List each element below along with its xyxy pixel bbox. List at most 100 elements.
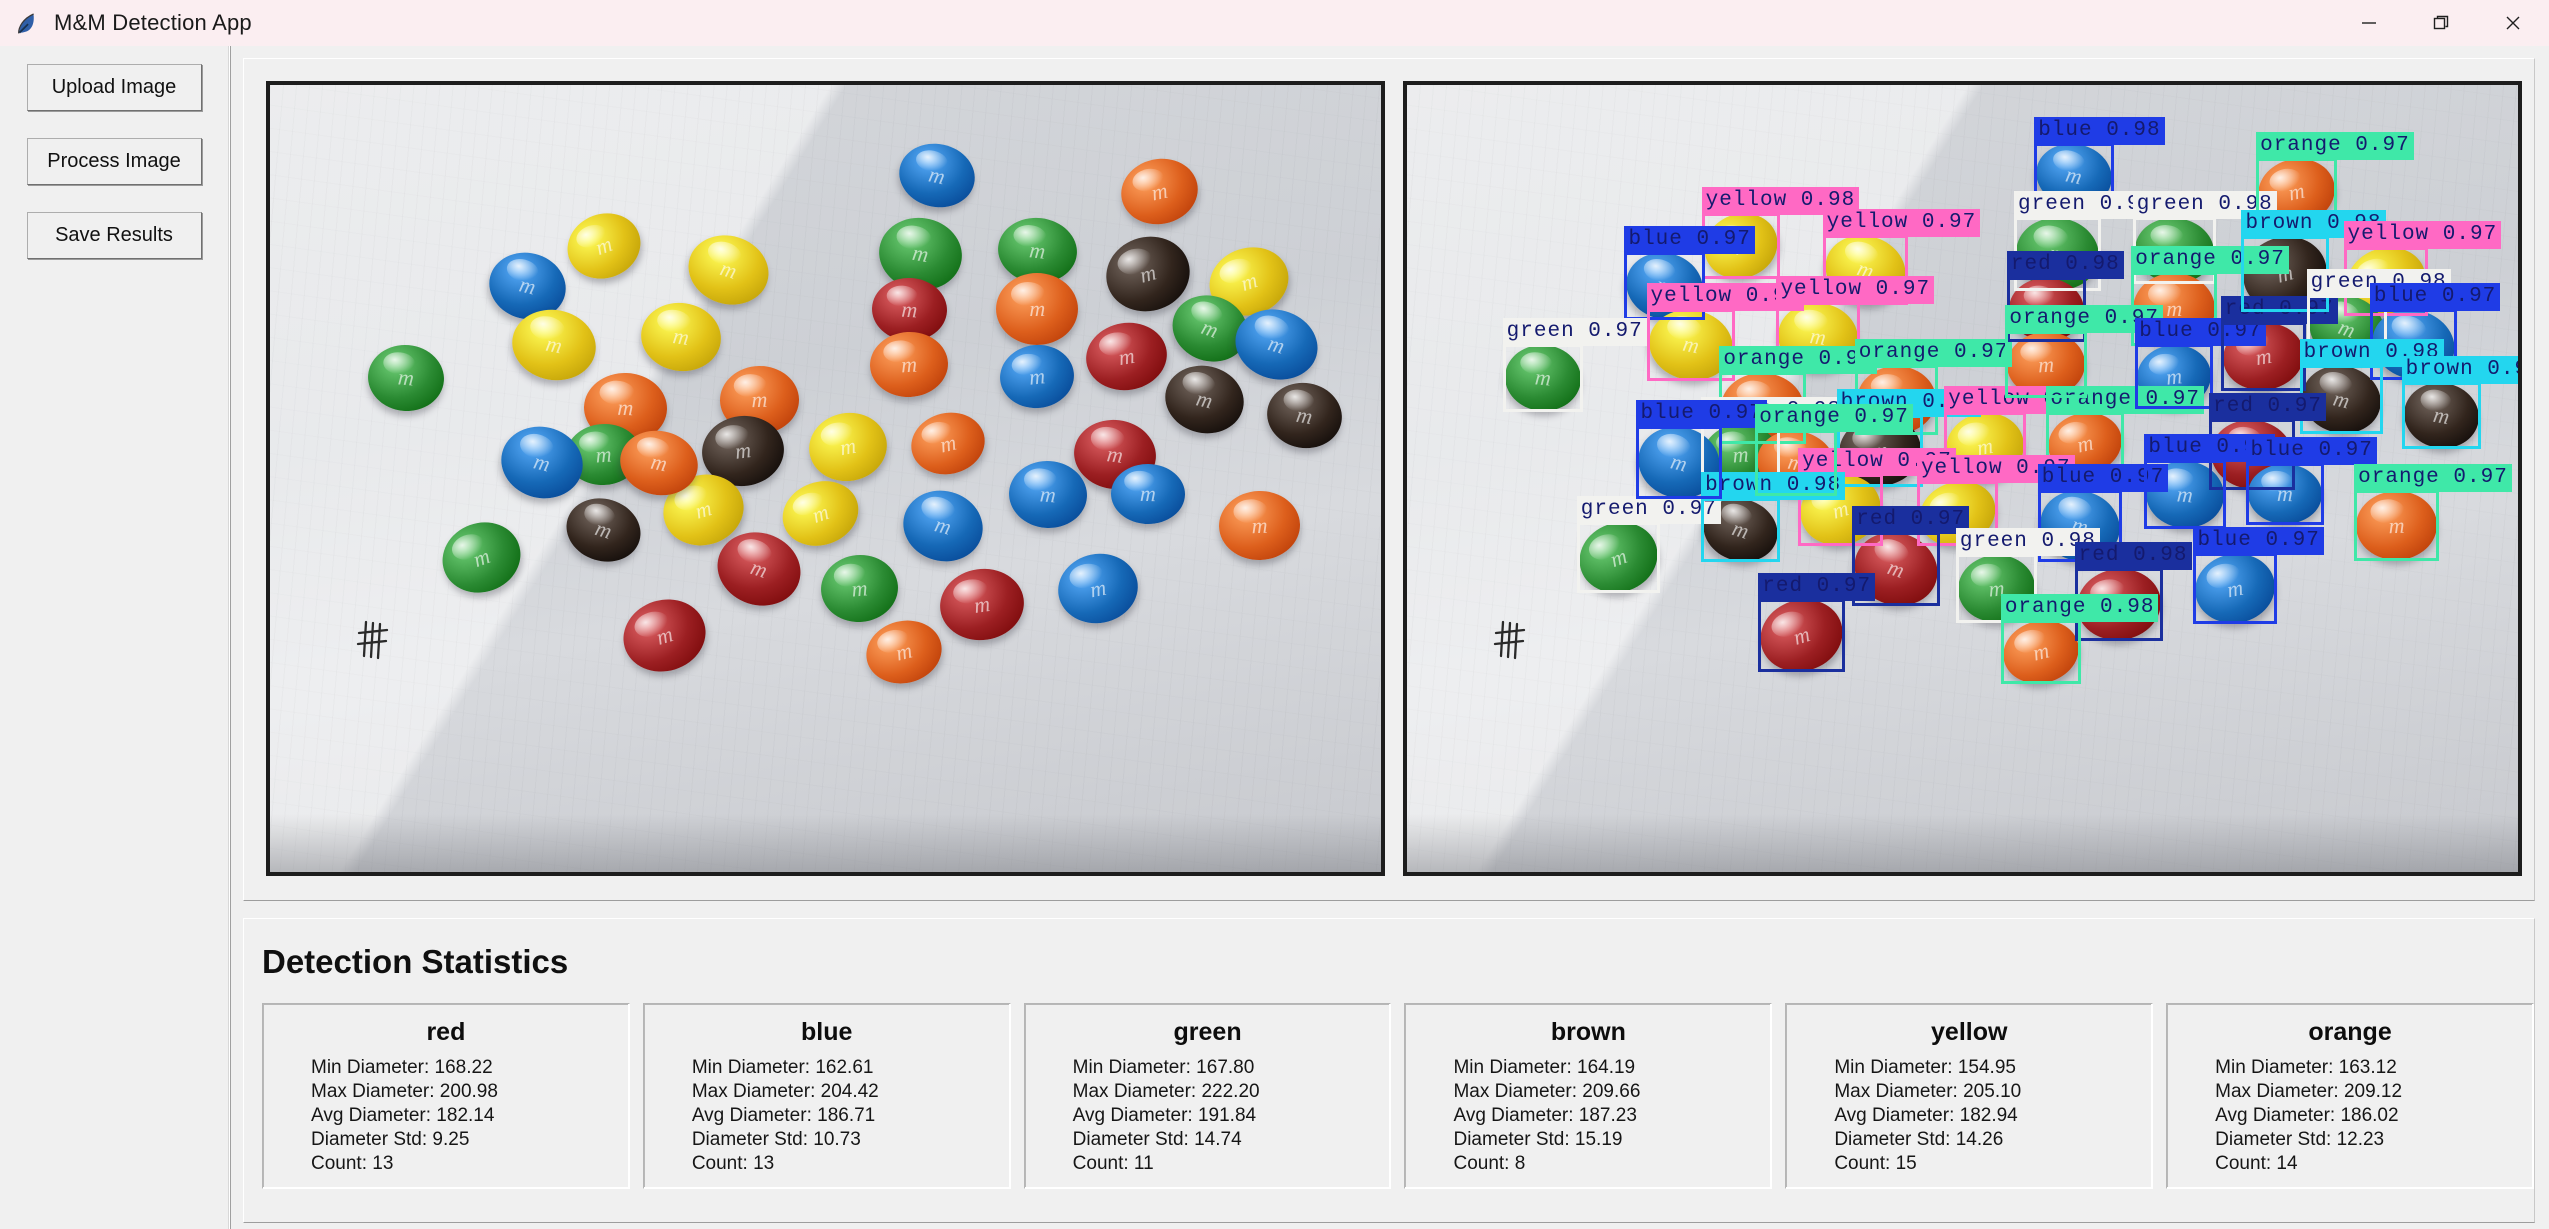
stats-max-diameter: Max Diameter: 209.12 [2215,1081,2403,1102]
detection-label-green: green 0.97 [1502,317,1647,346]
detection-label-orange: orange 0.97 [2046,385,2204,414]
detection-label-orange: orange 0.97 [1854,338,2013,367]
stats-card-title: brown [1550,1018,1626,1046]
detection-box-blue [2135,343,2214,409]
stats-min-diameter: Min Diameter: 164.19 [1453,1057,1636,1078]
detection-box-brown [2401,382,2481,450]
stats-card-yellow: yellow Min Diameter: 154.95 Max Diameter: … [1785,1003,2154,1189]
detection-label-yellow: yellow 0.97 [2343,221,2502,250]
stats-card-title: red [426,1018,466,1046]
process-image-button[interactable]: Process Image [26,138,202,185]
candy-red [1080,317,1172,396]
stats-count: Count: 11 [1072,1153,1154,1174]
stats-avg-diameter: Avg Diameter: 186.02 [2215,1105,2399,1126]
stats-diameter-std: Diameter Std: 9.25 [311,1129,470,1150]
detection-label-green: green 0.97 [1576,495,1721,524]
detection-label-orange: orange 0.97 [1755,403,1913,432]
stats-card-values: Min Diameter: 167.80 Max Diameter: 222.20… [1025,1056,1391,1176]
candy-brown [1261,377,1347,455]
stats-avg-diameter: Avg Diameter: 186.71 [691,1105,876,1126]
window-title: M&M Detection App [54,10,252,35]
candy-green [818,551,901,626]
window-body: Upload Image Process Image Save Results … [0,46,2549,1229]
detection-label-blue: blue 0.98 [2034,117,2165,145]
detection-box-green [1576,521,1660,593]
detection-label-blue: blue 0.97 [1624,225,1755,254]
detection-label-blue: blue 0.97 [1636,400,1767,429]
detection-box-orange [2354,490,2440,562]
close-button[interactable] [2477,0,2549,46]
stats-count: Count: 13 [311,1153,394,1174]
stats-card-values: Min Diameter: 163.12 Max Diameter: 209.12… [2167,1056,2533,1176]
detection-box-blue [2246,463,2325,526]
stats-card-values: Min Diameter: 154.95 Max Diameter: 205.10… [1786,1056,2152,1176]
detection-label-brown: brown 0.98 [2401,356,2518,385]
annotated-photo-shadow [1407,814,2518,872]
sidebar: Upload Image Process Image Save Results [0,46,229,1229]
detection-label-yellow: yellow 0.97 [1822,208,1981,237]
stats-heading: Detection Statistics [262,943,569,980]
photo-shadow [270,814,1381,872]
detection-label-blue: blue 0.97 [2193,527,2324,556]
stats-min-diameter: Min Diameter: 167.80 [1072,1057,1255,1078]
stats-avg-diameter: Avg Diameter: 191.84 [1072,1105,1257,1126]
stats-count: Count: 8 [1453,1153,1526,1174]
stats-min-diameter: Min Diameter: 162.61 [691,1057,874,1078]
detection-box-green [1502,343,1583,412]
stats-card-orange: orange Min Diameter: 163.12 Max Diameter: … [2166,1003,2534,1189]
detection-box-red [1758,599,1846,673]
sidebar-separator [229,46,232,1229]
window-controls [2333,0,2549,46]
stats-min-diameter: Min Diameter: 154.95 [1834,1057,2016,1078]
stats-card-title: blue [801,1018,853,1046]
feather-icon [18,13,34,34]
stats-max-diameter: Max Diameter: 205.10 [1834,1081,2022,1102]
stats-avg-diameter: Avg Diameter: 187.23 [1453,1105,1637,1126]
stats-diameter-std: Diameter Std: 14.26 [1834,1129,2004,1150]
stats-card-values: Min Diameter: 162.61 Max Diameter: 204.42… [644,1056,1010,1176]
stats-diameter-std: Diameter Std: 15.19 [1453,1129,1623,1150]
detection-box-brown [1701,497,1781,562]
detection-label-orange: orange 0.98 [2000,593,2159,622]
save-results-button[interactable]: Save Results [26,212,202,259]
stats-card-values: Min Diameter: 164.19 Max Diameter: 209.66… [1405,1056,1771,1176]
stats-card-title: yellow [1931,1018,2008,1046]
stats-diameter-std: Diameter Std: 10.73 [691,1129,861,1150]
detection-label-orange: orange 0.97 [1719,345,1877,374]
original-image-panel[interactable] [266,81,1385,876]
stats-card-values: Min Diameter: 168.22 Max Diameter: 200.98… [263,1056,629,1176]
detection-box-blue [2193,553,2278,625]
minimize-button[interactable] [2333,0,2405,46]
detection-box-blue [2144,459,2227,529]
candy-yellow [637,297,726,377]
detection-label-yellow: yellow 0.97 [1776,275,1935,304]
stats-diameter-std: Diameter Std: 14.74 [1072,1129,1242,1150]
stats-count: Count: 13 [691,1153,775,1174]
stats-avg-diameter: Avg Diameter: 182.14 [311,1105,495,1126]
detection-label-orange: orange 0.97 [2256,131,2414,160]
stats-max-diameter: Max Diameter: 200.98 [311,1081,498,1102]
detection-label-orange: orange 0.97 [2354,464,2512,493]
stats-count: Count: 14 [2215,1153,2298,1174]
stats-card-title: orange [2308,1018,2392,1046]
restore-button[interactable] [2405,0,2477,46]
detection-box-orange [2005,330,2088,398]
stats-card-title: green [1173,1018,1242,1046]
candy-orange [1217,489,1302,562]
stats-max-diameter: Max Diameter: 209.66 [1453,1081,1641,1102]
detection-label-red: red 0.97 [1852,506,1970,534]
candy-blue [1007,458,1090,531]
stats-card-brown: brown Min Diameter: 164.19 Max Diameter: 2… [1404,1003,1773,1189]
detection-label-red: red 0.98 [2006,250,2124,279]
stats-diameter-std: Diameter Std: 12.23 [2215,1129,2385,1150]
stats-card-green: green Min Diameter: 167.80 Max Diameter: 2… [1023,1003,1392,1189]
pen-tally-marks [1490,616,1536,662]
stats-min-diameter: Min Diameter: 168.22 [311,1057,493,1078]
upload-image-button[interactable]: Upload Image [26,64,202,111]
stats-count: Count: 15 [1834,1153,1917,1174]
detection-box-red [2220,322,2306,391]
stats-card-list: red Min Diameter: 168.22 Max Diameter: 200… [262,1003,2534,1189]
detection-box-orange [1755,429,1838,496]
